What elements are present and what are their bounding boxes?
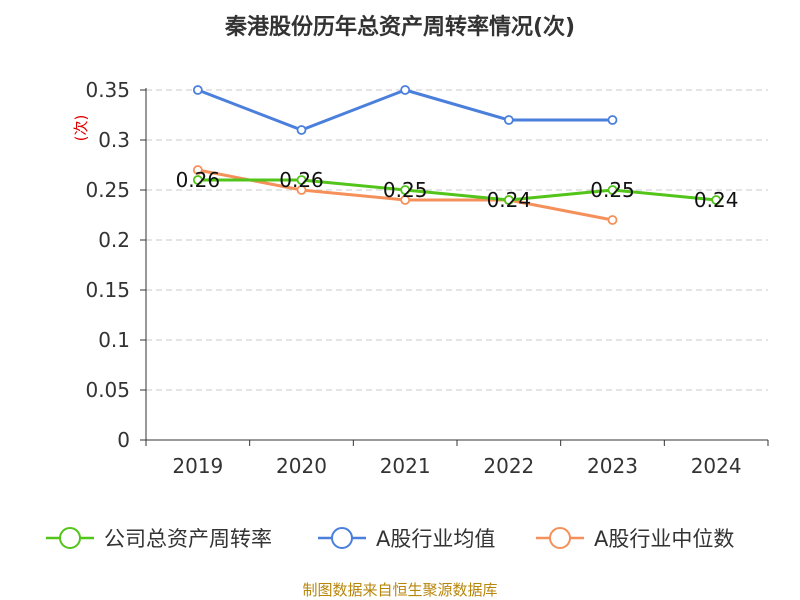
legend-label: A股行业均值 bbox=[376, 527, 495, 551]
data-point bbox=[400, 195, 411, 205]
data-point bbox=[607, 185, 618, 195]
y-tick-label: 0.2 bbox=[98, 228, 130, 252]
series-line bbox=[197, 88, 613, 132]
data-point bbox=[503, 195, 514, 205]
legend-label: 公司总资产周转率 bbox=[104, 527, 272, 551]
data-point bbox=[296, 175, 307, 185]
series-line bbox=[197, 178, 717, 202]
source-note: 制图数据来自恒生聚源数据库 bbox=[302, 581, 497, 599]
x-tick-label: 2019 bbox=[172, 454, 223, 478]
y-tick-label: 0 bbox=[117, 428, 130, 452]
y-tick-label: 0.1 bbox=[98, 328, 130, 352]
x-tick-label: 2024 bbox=[691, 454, 742, 478]
data-point bbox=[192, 165, 203, 175]
legend-marker bbox=[59, 527, 81, 549]
data-point bbox=[192, 85, 203, 95]
data-point bbox=[607, 115, 618, 125]
data-point bbox=[400, 185, 411, 195]
data-label: 0.26 bbox=[279, 168, 324, 192]
data-point bbox=[296, 125, 307, 135]
y-tick-label: 0.3 bbox=[98, 128, 130, 152]
data-point bbox=[711, 195, 722, 205]
data-point bbox=[296, 185, 307, 195]
y-tick-label: 0.25 bbox=[85, 178, 130, 202]
data-label: 0.24 bbox=[487, 188, 532, 212]
data-point bbox=[192, 175, 203, 185]
x-tick-label: 2022 bbox=[483, 454, 534, 478]
data-point bbox=[503, 115, 514, 125]
y-tick-label: 0.35 bbox=[85, 78, 130, 102]
legend-marker bbox=[331, 527, 353, 549]
data-label: 0.25 bbox=[590, 178, 635, 202]
data-label: 0.25 bbox=[383, 178, 428, 202]
data-label: 0.26 bbox=[176, 168, 221, 192]
y-tick-label: 0.15 bbox=[85, 278, 130, 302]
legend-marker bbox=[549, 527, 571, 549]
y-tick-label: 0.05 bbox=[85, 378, 130, 402]
data-label: 0.24 bbox=[694, 188, 739, 212]
data-point bbox=[400, 85, 411, 95]
legend-label: A股行业中位数 bbox=[594, 527, 734, 551]
x-tick-label: 2021 bbox=[380, 454, 431, 478]
x-tick-label: 2020 bbox=[276, 454, 327, 478]
data-point bbox=[607, 215, 618, 225]
y-axis-label: (次) bbox=[72, 115, 90, 142]
chart-title: 秦港股份历年总资产周转率情况(次) bbox=[224, 14, 575, 40]
x-tick-label: 2023 bbox=[587, 454, 638, 478]
